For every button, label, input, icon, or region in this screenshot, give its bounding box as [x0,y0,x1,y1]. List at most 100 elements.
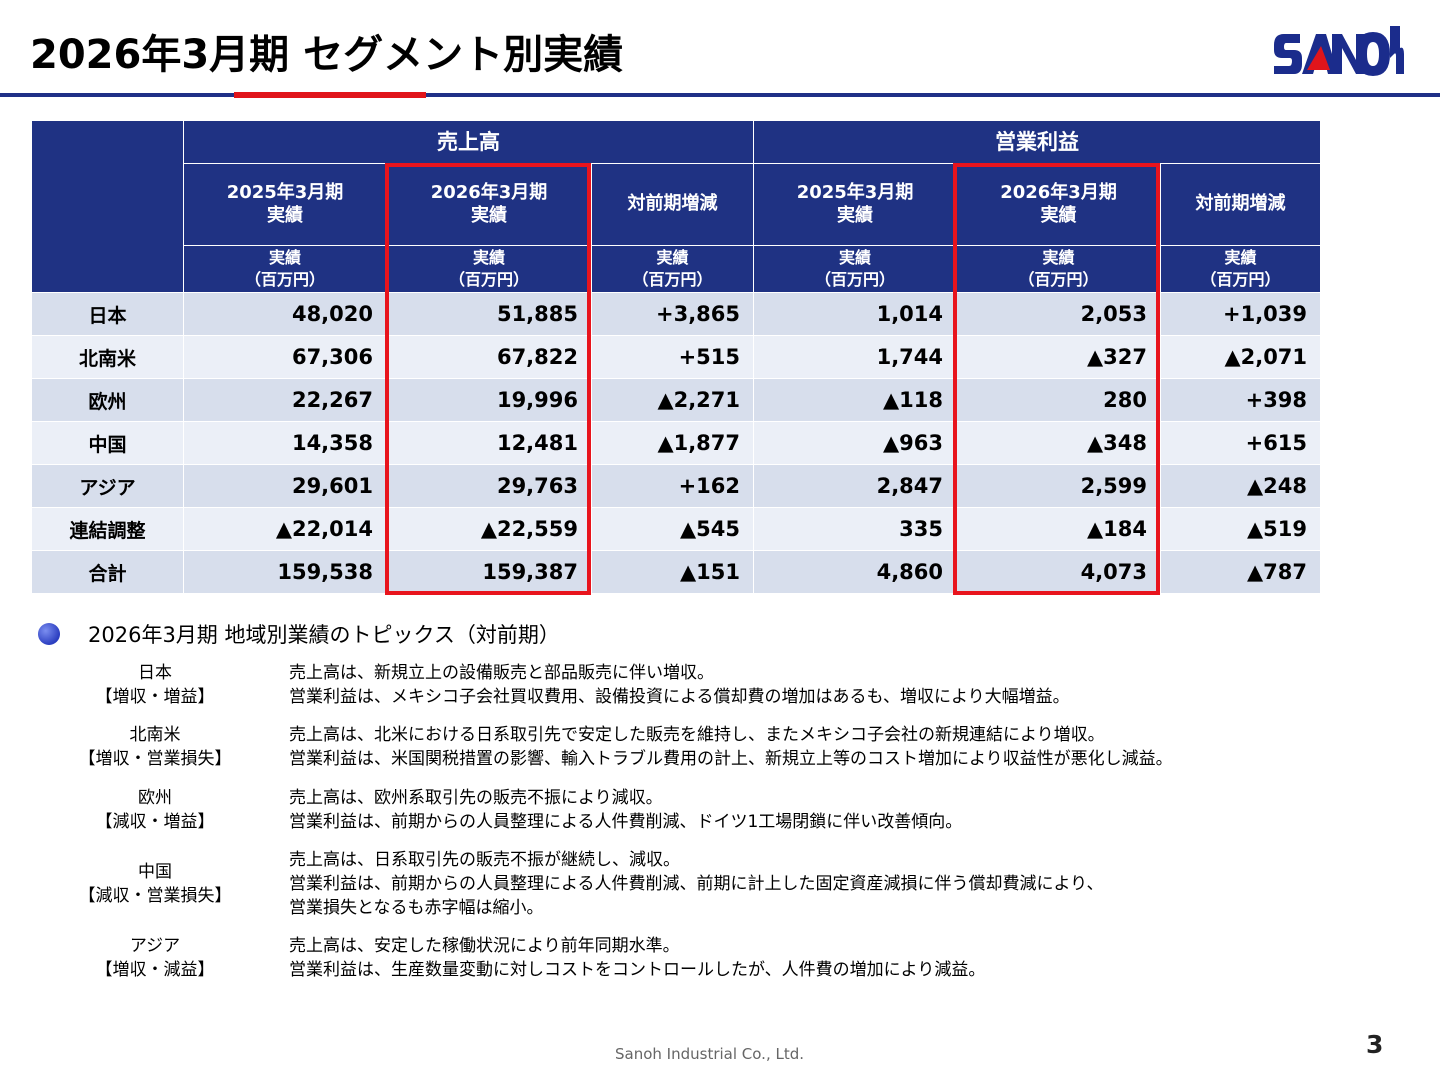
table-cell: 48,020 [183,292,387,336]
col-header-op-diff: 対前期増減 [1160,163,1322,246]
table-cell: ▲787 [1160,550,1322,594]
unit-header: 実績 （百万円） [1160,245,1322,293]
table-row: 中国 14,358 12,481 ▲1,877 ▲963 ▲348 +615 [31,421,1322,465]
group-header-operating-profit: 営業利益 [753,120,1322,164]
col-header-sales-diff: 対前期増減 [590,163,755,246]
topic-lines: 売上高は、北米における日系取引先で安定した販売を維持し、またメキシコ子会社の新規… [289,723,1173,771]
table-row: 日本 48,020 51,885 +3,865 1,014 2,053 +1,0… [31,292,1322,336]
table-cell: 67,822 [386,335,592,379]
table-cell: 1,744 [753,335,958,379]
bullet-icon [38,623,60,645]
table-cell: 280 [956,378,1162,422]
region-tag: 【増収・増益】 [95,687,215,707]
topic-line: 営業利益は、前期からの人員整理による人件費削減、前期に計上した固定資産減損に伴う… [289,874,1104,894]
col-header-sales-curr: 2026年3月期 実績 [386,163,592,246]
row-label: 北南米 [31,335,184,379]
table-cell: 19,996 [386,378,592,422]
row-label: 中国 [31,421,184,465]
region-name: 欧州 [138,788,172,808]
topic-line: 営業利益は、米国関税措置の影響、輸入トラブル費用の計上、新規立上等のコスト増加に… [289,749,1173,769]
topic-line: 売上高は、欧州系取引先の販売不振により減収。 [289,788,663,808]
table-cell: ▲545 [590,507,755,551]
topic-line: 売上高は、日系取引先の販売不振が継続し、減収。 [289,850,680,870]
topic-line: 営業損失となるも赤字幅は縮小。 [289,898,544,918]
table-cell: 2,053 [956,292,1162,336]
table-cell: 22,267 [183,378,387,422]
table-cell: 4,860 [753,550,958,594]
table-cell: 29,601 [183,464,387,508]
corner-cell [31,120,184,293]
table-cell: 159,387 [386,550,592,594]
region-tag: 【増収・減益】 [95,960,215,980]
region-name: アジア [129,936,181,956]
topic-region: 北南米 【増収・営業損失】 [60,723,250,771]
table-cell: 2,847 [753,464,958,508]
table-cell: 29,763 [386,464,592,508]
table-cell: +3,865 [590,292,755,336]
region-tag: 【増収・営業損失】 [78,749,232,769]
table-row: 北南米 67,306 67,822 +515 1,744 ▲327 ▲2,071 [31,335,1322,379]
table-cell: ▲184 [956,507,1162,551]
table-cell: ▲248 [1160,464,1322,508]
footer-company: Sanoh Industrial Co., Ltd. [615,1045,805,1063]
table-cell: 67,306 [183,335,387,379]
sanoh-logo [1274,26,1404,76]
topic-line: 売上高は、新規立上の設備販売と部品販売に伴い増収。 [289,663,714,683]
topic-lines: 売上高は、欧州系取引先の販売不振により減収。 営業利益は、前期からの人員整理によ… [289,786,962,834]
unit-header: 実績 （百万円） [753,245,958,293]
table-cell: ▲22,559 [386,507,592,551]
topic-line: 営業利益は、生産数量変動に対しコストをコントロールしたが、人件費の増加により減益… [289,960,986,980]
row-label: アジア [31,464,184,508]
table-cell: ▲22,014 [183,507,387,551]
topics-title: 2026年3月期 地域別業績のトピックス（対前期） [88,623,560,647]
table-row-total: 合計 159,538 159,387 ▲151 4,860 4,073 ▲787 [31,550,1322,594]
table-cell: 1,014 [753,292,958,336]
table-cell: ▲348 [956,421,1162,465]
unit-header: 実績 （百万円） [386,245,592,293]
table-cell: ▲118 [753,378,958,422]
table-cell: 4,073 [956,550,1162,594]
table-cell: ▲2,271 [590,378,755,422]
table-cell: ▲519 [1160,507,1322,551]
table-row: アジア 29,601 29,763 +162 2,847 2,599 ▲248 [31,464,1322,508]
topic-region: 欧州 【減収・増益】 [60,786,250,834]
row-label: 連結調整 [31,507,184,551]
table-cell: ▲151 [590,550,755,594]
topic-line: 営業利益は、メキシコ子会社買収費用、設備投資による償却費の増加はあるも、増収によ… [289,687,1070,707]
table-row: 欧州 22,267 19,996 ▲2,271 ▲118 280 +398 [31,378,1322,422]
table-cell: 12,481 [386,421,592,465]
region-name: 北南米 [129,725,181,745]
col-header-op-prev: 2025年3月期 実績 [753,163,958,246]
table-cell: 335 [753,507,958,551]
table-row: 連結調整 ▲22,014 ▲22,559 ▲545 335 ▲184 ▲519 [31,507,1322,551]
topic-lines: 売上高は、新規立上の設備販売と部品販売に伴い増収。 営業利益は、メキシコ子会社買… [289,661,1070,709]
header-rule [0,93,1440,97]
region-name: 中国 [138,862,172,882]
topic-region: 日本 【増収・増益】 [60,661,250,709]
table-cell: ▲327 [956,335,1162,379]
page-title: 2026年3月期 セグメント別実績 [30,32,624,78]
row-label: 合計 [31,550,184,594]
col-header-op-curr: 2026年3月期 実績 [956,163,1162,246]
topic-region: 中国 【減収・営業損失】 [60,860,250,908]
col-header-sales-prev: 2025年3月期 実績 [183,163,387,246]
table-cell: +398 [1160,378,1322,422]
table-cell: 2,599 [956,464,1162,508]
topic-line: 売上高は、北米における日系取引先で安定した販売を維持し、またメキシコ子会社の新規… [289,725,1105,745]
table-cell: ▲963 [753,421,958,465]
table-cell: 14,358 [183,421,387,465]
region-tag: 【減収・営業損失】 [78,886,232,906]
topic-line: 売上高は、安定した稼働状況により前年同期水準。 [289,936,680,956]
topic-region: アジア 【増収・減益】 [60,934,250,982]
table-cell: +615 [1160,421,1322,465]
unit-header: 実績 （百万円） [590,245,755,293]
segment-results-table: 売上高 営業利益 2025年3月期 実績 2026年3月期 実績 対前期増減 2… [31,120,1322,594]
page-number: 3 [1366,1030,1384,1059]
region-tag: 【減収・増益】 [95,812,215,832]
table-cell: +515 [590,335,755,379]
table-cell: ▲2,071 [1160,335,1322,379]
table-cell: 51,885 [386,292,592,336]
unit-header: 実績 （百万円） [956,245,1162,293]
group-header-sales: 売上高 [182,120,755,164]
topic-lines: 売上高は、日系取引先の販売不振が継続し、減収。 営業利益は、前期からの人員整理に… [289,848,1103,920]
